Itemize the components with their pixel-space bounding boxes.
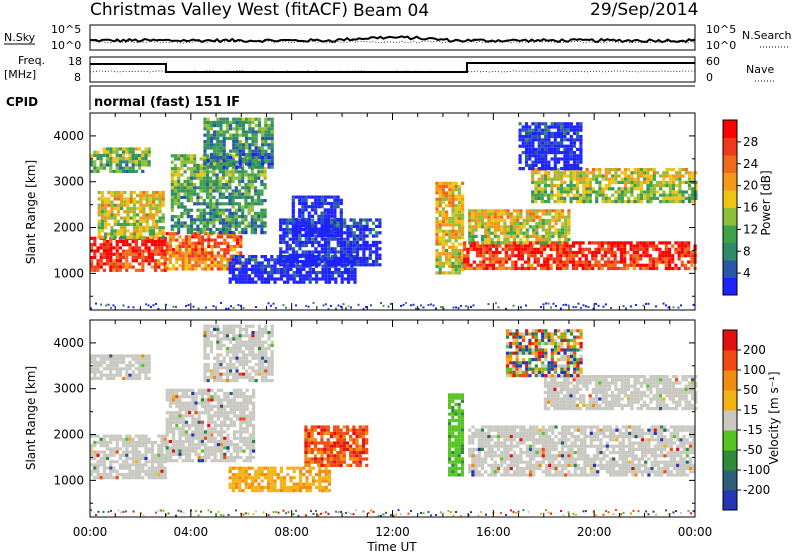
x-axis-labels: 00:00 04:00 08:00 12:00 16:00 20:00 00:00 (73, 525, 713, 539)
ytick-label: 1000 (53, 266, 84, 280)
colorbar-tick-label: 12 (743, 222, 758, 236)
noise-tick-right-bottom: 10^0 (706, 39, 736, 52)
colorbar-segment (723, 137, 737, 156)
colorbar-tick-label: -50 (743, 443, 763, 457)
xtick-label: 20:00 (577, 525, 612, 539)
colorbar-segment (723, 155, 737, 173)
cpid-label: CPID (6, 95, 38, 109)
noise-tick-right-top: 10^5 (706, 23, 736, 36)
colorbar-segment (723, 207, 737, 226)
ytick-label: 4000 (53, 336, 84, 350)
colorbar-segment (723, 242, 737, 261)
colorbar-tick-label: 28 (743, 135, 758, 149)
colorbar-segment (723, 430, 737, 451)
ytick-label: 1000 (53, 473, 84, 487)
colorbar-segment (723, 410, 737, 431)
colorbar-segment (723, 277, 737, 296)
freq-unit-label: [MHz] (4, 68, 36, 81)
nsky-trace (89, 35, 696, 44)
colorbar-segment (723, 190, 737, 208)
nsky-label: N.Sky (4, 31, 36, 44)
cpid-panel: CPID normal (fast) 151 IF (6, 85, 695, 110)
xtick-label: 00:00 (678, 525, 713, 539)
nave-label: Nave (746, 63, 774, 76)
chart-title: Christmas Valley West (fitACF) (90, 0, 348, 20)
ytick-label: 3000 (53, 382, 84, 396)
ytick-label: 4000 (53, 129, 84, 143)
colorbar-tick-label: 8 (743, 244, 751, 258)
colorbar-segment (723, 350, 737, 371)
colorbar-tick-label: 20 (743, 179, 758, 193)
colorbar-tick-label: 15 (743, 403, 758, 417)
colorbar-tick-label: 200 (743, 343, 766, 357)
xtick-label: 00:00 (73, 525, 108, 539)
nave-tick-bottom: 0 (706, 71, 713, 84)
freq-trace (90, 62, 695, 73)
noise-tick-bottom: 10^0 (51, 39, 81, 52)
colorbar-tick-label: 24 (743, 157, 758, 171)
velocity-ylabel: Slant Range [km] (24, 366, 38, 470)
power-colorbar-label: Power [dB] (759, 170, 773, 235)
velocity-colorbar-label: Velocity [m s⁻¹] (767, 371, 781, 464)
colorbar-tick-label: -100 (743, 463, 770, 477)
xtick-label: 12:00 (375, 525, 410, 539)
power-colorbar: 4 8 12 16 20 24 28 Power [dB] (722, 119, 773, 296)
colorbar-segment (723, 330, 737, 351)
freq-tick-bottom: 8 (74, 71, 81, 84)
ytick-label: 2000 (53, 221, 84, 235)
velocity-data (90, 324, 698, 517)
colorbar-segment (723, 260, 737, 278)
ytick-label: 2000 (53, 428, 84, 442)
power-ylabel: Slant Range [km] (24, 160, 38, 264)
colorbar-segment (723, 225, 737, 243)
colorbar-segment (723, 450, 737, 471)
noise-panel: N.Sky 10^5 10^0 10^5 10^0 N.Search (4, 23, 792, 52)
power-data (90, 117, 698, 310)
colorbar-segment (723, 120, 737, 138)
freq-label: Freq. (18, 54, 45, 67)
colorbar-tick-label: -200 (743, 483, 770, 497)
beam-label: Beam 04 (353, 1, 429, 21)
power-panel: 1000 2000 3000 4000 Slant Range [km] (24, 112, 698, 311)
nave-tick-top: 60 (706, 55, 720, 68)
colorbar-tick-label: 4 (743, 266, 751, 280)
velocity-panel: 1000 2000 3000 4000 Slant Range [km] (24, 319, 698, 518)
nsearch-label: N.Search (742, 29, 792, 42)
ytick-label: 3000 (53, 175, 84, 189)
xtick-label: 04:00 (174, 525, 209, 539)
velocity-colorbar: 200 100 50 15 -15 -50 -100 -200 Velocity [m s⁻¹… (722, 329, 781, 511)
date-label: 29/Sep/2014 (590, 0, 698, 20)
colorbar-segment (723, 370, 737, 391)
freq-panel: Freq. [MHz] 18 8 60 0 Nave (4, 54, 775, 84)
colorbar-tick-label: -15 (743, 423, 763, 437)
colorbar-tick-label: 16 (743, 201, 758, 215)
xtick-label: 08:00 (274, 525, 309, 539)
colorbar-segment (723, 172, 737, 191)
xtick-label: 16:00 (476, 525, 511, 539)
colorbar-segment (723, 390, 737, 411)
colorbar-segment (723, 490, 737, 511)
cpid-value: normal (fast) 151 IF (94, 95, 240, 110)
freq-tick-top: 18 (68, 55, 82, 68)
x-axis-title: Time UT (366, 540, 417, 554)
colorbar-segment (723, 470, 737, 491)
colorbar-tick-label: 100 (743, 363, 766, 377)
noise-tick-top: 10^5 (51, 23, 81, 36)
colorbar-tick-label: 50 (743, 383, 758, 397)
